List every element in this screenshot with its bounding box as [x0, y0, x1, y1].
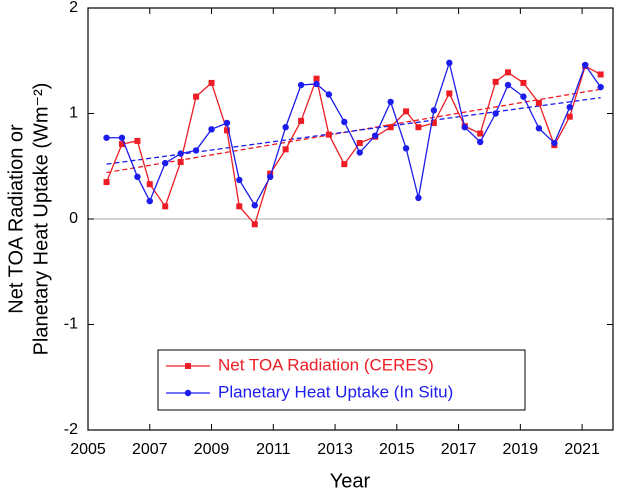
- y-tick-label: 1: [69, 105, 78, 122]
- marker: [236, 203, 243, 210]
- y-tick-label: 2: [69, 0, 78, 16]
- legend-label: Planetary Heat Uptake (In Situ): [218, 382, 453, 401]
- marker: [446, 59, 453, 67]
- marker: [341, 118, 348, 126]
- marker: [566, 103, 573, 111]
- marker: [103, 134, 110, 141]
- marker: [282, 124, 289, 131]
- marker: [103, 179, 110, 186]
- marker: [582, 61, 589, 69]
- marker: [134, 173, 141, 180]
- marker: [492, 110, 499, 117]
- y-tick-label: -2: [64, 421, 78, 438]
- x-tick-label: 2021: [564, 441, 600, 458]
- marker: [356, 149, 363, 156]
- x-tick-label: 2009: [194, 441, 230, 458]
- marker: [356, 140, 363, 147]
- marker: [325, 131, 332, 138]
- x-tick-label: 2011: [256, 441, 291, 458]
- marker: [223, 119, 231, 127]
- x-axis-title: Year: [330, 470, 371, 492]
- marker: [146, 197, 153, 205]
- marker: [403, 108, 410, 115]
- marker: [118, 141, 125, 148]
- marker: [251, 202, 258, 209]
- marker: [267, 173, 274, 180]
- marker: [251, 221, 258, 228]
- marker: [341, 161, 348, 168]
- marker: [597, 71, 604, 78]
- plot-frame: [87, 7, 614, 431]
- marker: [504, 81, 512, 89]
- marker: [282, 146, 289, 153]
- marker: [223, 127, 230, 134]
- y-axis-title: Net TOA Radiation or: [5, 124, 27, 314]
- marker: [298, 117, 305, 124]
- marker: [551, 139, 558, 147]
- series-line: [106, 60, 602, 207]
- marker: [325, 91, 333, 98]
- marker: [313, 75, 320, 82]
- marker: [415, 124, 422, 131]
- marker: [477, 130, 484, 137]
- x-tick-label: 2015: [379, 441, 415, 458]
- y-axis-title: Planetary Heat Uptake (Wm⁻²): [30, 83, 52, 356]
- marker: [146, 181, 153, 188]
- marker: [134, 137, 141, 144]
- marker: [372, 132, 379, 139]
- marker: [461, 124, 468, 131]
- marker: [505, 69, 511, 76]
- marker: [535, 125, 543, 132]
- marker: [177, 150, 184, 157]
- marker: [402, 145, 410, 152]
- y-tick-label: -1: [64, 316, 78, 333]
- trend-line: [106, 97, 601, 165]
- marker: [177, 159, 184, 166]
- marker: [387, 124, 394, 131]
- marker: [184, 389, 192, 397]
- legend-label: Net TOA Radiation (CERES): [218, 355, 434, 374]
- marker: [162, 159, 169, 167]
- marker: [520, 79, 527, 86]
- x-tick-label: 2017: [441, 441, 477, 458]
- marker: [236, 176, 243, 184]
- marker: [492, 78, 499, 85]
- marker: [192, 147, 200, 154]
- marker: [118, 134, 126, 141]
- marker: [520, 93, 527, 100]
- legend-box: [157, 349, 526, 411]
- marker: [597, 83, 604, 91]
- marker: [162, 203, 169, 210]
- marker: [535, 99, 542, 106]
- y-tick-label: 0: [69, 210, 78, 227]
- marker: [297, 81, 305, 89]
- marker: [313, 80, 320, 88]
- marker: [477, 138, 484, 146]
- marker: [208, 126, 215, 133]
- marker: [566, 113, 573, 120]
- marker: [193, 93, 200, 100]
- x-tick-label: 2007: [132, 441, 168, 458]
- marker: [430, 119, 437, 126]
- marker: [387, 98, 394, 106]
- marker: [415, 194, 422, 202]
- marker: [446, 90, 453, 97]
- marker: [185, 363, 191, 369]
- x-tick-label: 2013: [317, 441, 353, 458]
- x-tick-label: 2019: [503, 441, 539, 458]
- x-tick-label: 2005: [70, 441, 106, 458]
- marker: [430, 107, 438, 114]
- series-line: [105, 65, 601, 226]
- marker: [208, 79, 215, 86]
